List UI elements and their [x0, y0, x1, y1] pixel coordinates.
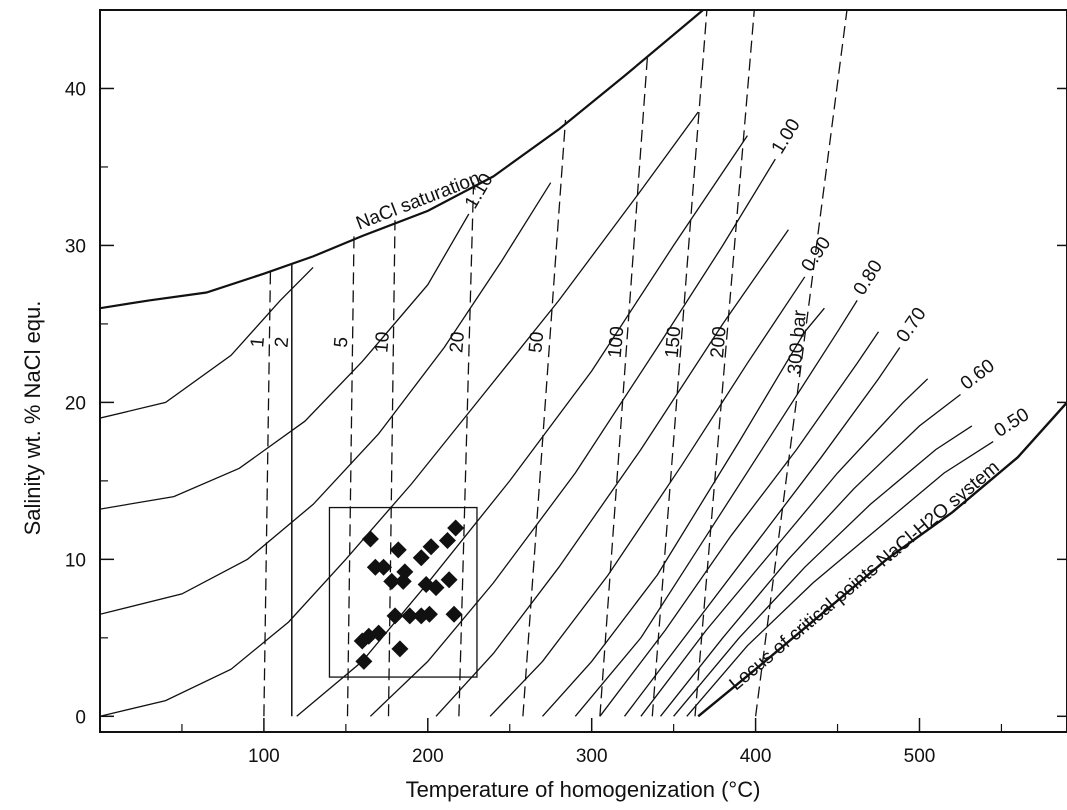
density-curve — [435, 229, 789, 717]
x-tick-label: 400 — [740, 746, 772, 767]
density-label: 0.70 — [893, 304, 931, 346]
sample-point — [401, 607, 419, 625]
isobar-line — [522, 119, 567, 717]
density-curve — [640, 378, 929, 717]
y-axis-title: Salinity wt. % NaCl equ. — [20, 301, 45, 536]
y-tick-label: 20 — [65, 393, 86, 414]
isobar-label: 200 — [707, 326, 731, 359]
sample-point — [438, 532, 456, 550]
sample-point — [391, 640, 409, 658]
x-tick-label: 200 — [412, 746, 444, 767]
axes: 100 200 300 400 500 0 10 20 30 40 — [65, 9, 1067, 767]
sample-point — [370, 624, 388, 642]
isobar-line — [263, 267, 272, 717]
sample-point — [383, 572, 401, 590]
density-curve — [100, 182, 552, 615]
density-curve — [489, 276, 806, 717]
density-label: 0.50 — [991, 404, 1033, 442]
isobar-line — [754, 10, 848, 717]
density-curve — [659, 393, 961, 717]
sample-points — [353, 519, 465, 670]
density-curve — [369, 158, 776, 717]
sample-point — [420, 605, 438, 623]
isobar-label: 20 — [446, 331, 469, 354]
density-curve — [100, 111, 699, 717]
plot-frame — [99, 9, 1067, 733]
isobar-lines — [263, 10, 848, 717]
density-label: 0.60 — [957, 355, 999, 394]
critical-locus-label: Locus of critical points NaCl-H2O system — [726, 457, 1004, 695]
isobar-line — [346, 235, 355, 717]
density-curve — [542, 307, 825, 717]
y-tick-label: 10 — [65, 550, 86, 571]
sample-point — [440, 571, 458, 589]
y-tick-label: 40 — [65, 79, 86, 100]
isobar-label: 5 — [331, 336, 353, 348]
sample-box — [328, 506, 478, 678]
curve-labels: 1.101.000.900.800.700.600.501 5 10 20 50 100 1… — [247, 115, 1033, 695]
density-curve — [599, 331, 880, 717]
sample-point — [386, 607, 404, 625]
isobar-label: 10 — [371, 331, 394, 354]
density-label: 0.90 — [797, 233, 835, 275]
sample-point — [366, 558, 384, 576]
isobar-label: 150 — [662, 326, 686, 359]
x-axis-title: Temperature of homogenization (°C) — [406, 777, 761, 802]
sample-point — [361, 530, 379, 548]
x-tick-label: 500 — [904, 746, 936, 767]
sample-point — [394, 572, 412, 590]
sample-point — [427, 579, 445, 597]
density-label: 0.80 — [850, 257, 887, 299]
density-curve — [623, 347, 901, 717]
density-curve — [100, 213, 470, 510]
critical-locus-curve — [697, 401, 1067, 718]
sample-point — [389, 541, 407, 559]
isobar-label: 100 — [605, 325, 629, 358]
density-curve — [673, 425, 973, 717]
isobar-label: 50 — [525, 331, 548, 354]
nacl-saturation-curve — [100, 10, 705, 310]
density-label: 1.00 — [768, 115, 805, 158]
sample-point — [412, 549, 430, 567]
isobar-line — [458, 177, 475, 717]
y-tick-label: 0 — [75, 707, 86, 728]
sample-point — [445, 605, 463, 623]
density-curve — [574, 300, 858, 717]
density-curves — [100, 111, 994, 717]
y-tick-label: 30 — [65, 236, 86, 257]
isobar-line — [599, 57, 649, 717]
isobar-line — [651, 10, 708, 717]
x-tick-label: 300 — [576, 746, 608, 767]
isobar-label: 2 — [271, 336, 293, 348]
isobar-line — [387, 220, 396, 717]
sample-point — [447, 519, 465, 537]
isobar-label: 1 — [247, 336, 269, 348]
isobar-label: 300 bar — [784, 309, 811, 376]
sample-point — [355, 652, 373, 670]
boundary-curves — [100, 10, 1067, 718]
isobar-line — [694, 10, 755, 717]
density-curve — [686, 441, 994, 717]
sample-point — [422, 538, 440, 556]
x-tick-label: 100 — [248, 746, 280, 767]
